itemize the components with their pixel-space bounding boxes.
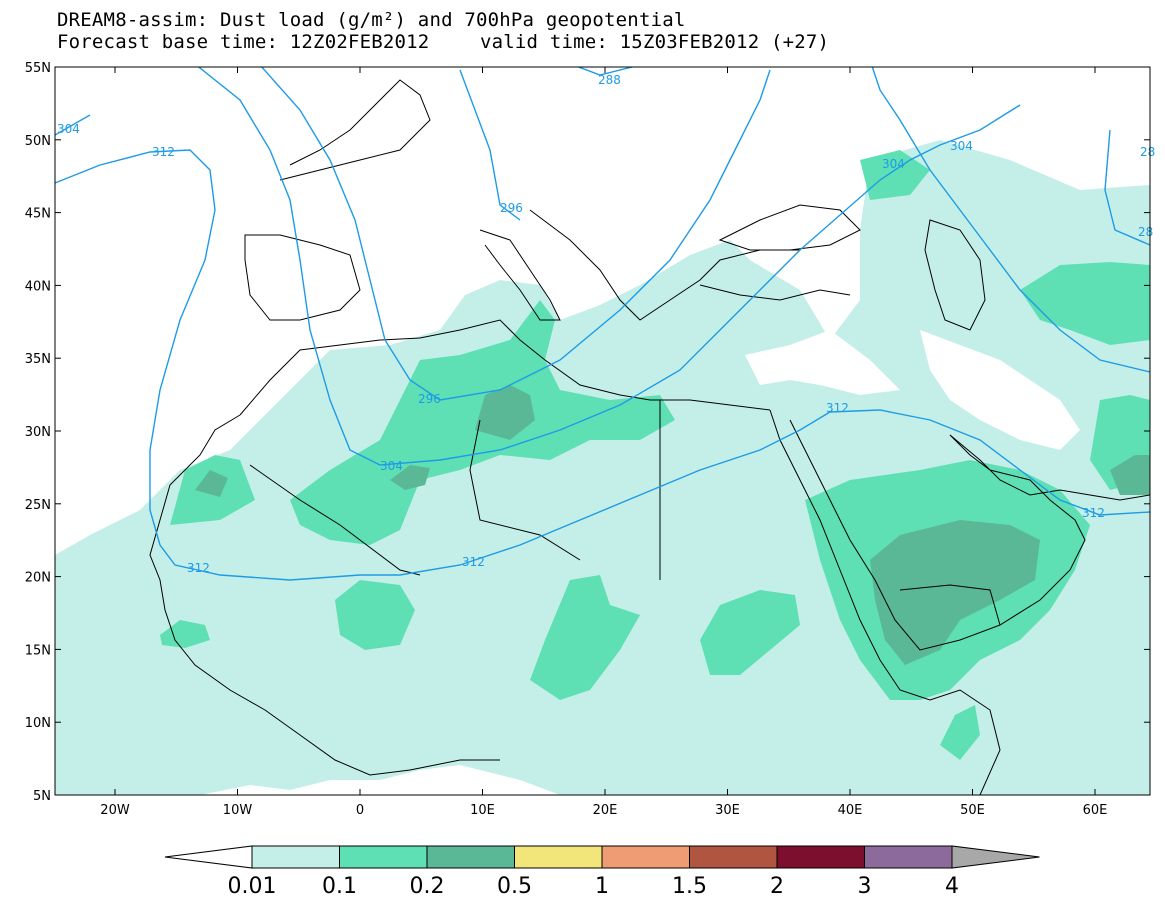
lat-label: 50N xyxy=(25,134,51,149)
colorbar-label: 0.2 xyxy=(410,874,445,899)
lat-label: 10N xyxy=(25,716,51,731)
colorbar-label: 3 xyxy=(858,874,872,899)
dust-region-mid-sudan xyxy=(700,590,800,675)
coast-arabia xyxy=(789,419,1086,651)
lon-label: 20E xyxy=(593,803,618,818)
lat-label: 15N xyxy=(25,643,51,658)
contour-label: 304 xyxy=(57,122,80,136)
contour-28-east xyxy=(1104,129,1150,246)
contour-296 xyxy=(260,67,771,401)
colorbar-label: 1.5 xyxy=(672,874,707,899)
coast-gulf xyxy=(949,434,1150,501)
colorbar-label: 4 xyxy=(945,874,959,899)
colorbar-arrow-low xyxy=(164,845,253,869)
coast-turkey xyxy=(699,284,851,301)
contour-label: 312 xyxy=(187,561,210,575)
lat-label: 40N xyxy=(25,279,51,294)
contour-label: 312 xyxy=(152,145,175,159)
dust-region-high-libya xyxy=(475,385,535,440)
border-arabia xyxy=(899,584,1001,626)
border-sahara-1 xyxy=(249,464,421,576)
contour-label: 312 xyxy=(826,401,849,415)
lat-label: 45N xyxy=(25,207,51,222)
contour-label: 312 xyxy=(1082,506,1105,520)
border-sahara-2 xyxy=(469,419,581,561)
lon-label: 50E xyxy=(960,803,985,818)
clear-region-iran xyxy=(920,330,1080,450)
lat-label: 30N xyxy=(25,425,51,440)
lat-label: 55N xyxy=(25,61,51,76)
valid-time: valid time: 15Z03FEB2012 (+27) xyxy=(480,31,830,53)
dust-region-high-algeria xyxy=(390,465,430,490)
geopotential-contours xyxy=(55,67,1150,581)
colorbar-swatch xyxy=(864,845,953,869)
clear-region-caspian xyxy=(745,330,900,395)
lon-label: 60E xyxy=(1083,803,1108,818)
contour-288 xyxy=(459,67,635,221)
colorbar-arrow-high xyxy=(951,845,1040,869)
longitude-axis: 20W 10W 0 10E 20E 30E 40E 50E 60E xyxy=(100,67,1107,818)
colorbar-label: 0.01 xyxy=(228,874,277,899)
contour-label: 304 xyxy=(950,139,973,153)
dust-region-high-arabia xyxy=(870,520,1040,665)
contour-label: 296 xyxy=(418,392,441,406)
dust-region-high-mauritania xyxy=(195,470,228,497)
dust-region-mid-europe xyxy=(860,150,930,200)
contour-312-west xyxy=(55,149,1150,581)
contour-label: 28 xyxy=(1140,145,1155,159)
contour-label: 304 xyxy=(882,157,905,171)
dust-region-mid-westafrica xyxy=(160,620,210,648)
contour-labels: 288 304 304 312 296 304 312 312 312 296 … xyxy=(57,73,1155,575)
contour-label: 304 xyxy=(380,459,403,473)
colorbar-swatch xyxy=(689,845,778,869)
contour-304-east xyxy=(871,67,1150,373)
coastlines xyxy=(149,79,1150,795)
contour-304 xyxy=(55,67,1021,466)
lon-label: 20W xyxy=(100,803,130,818)
colorbar-swatch xyxy=(339,845,428,869)
dust-region-mid-iran xyxy=(1020,262,1150,345)
lon-label: 10W xyxy=(223,803,253,818)
dust-field xyxy=(55,140,1150,795)
latitude-axis: 55N 50N 45N 40N 35N 30N 25N 20N 15N 10N 5N xyxy=(25,61,1150,804)
colorbar-label: 0.5 xyxy=(497,874,532,899)
lon-label: 10E xyxy=(470,803,495,818)
colorbar-label: 2 xyxy=(770,874,784,899)
coast-africa-west xyxy=(149,414,500,776)
coast-balkans xyxy=(529,209,800,321)
map-title: DREAM8-assim: Dust load (g/m²) and 700hP… xyxy=(57,9,686,31)
coast-africa-north xyxy=(239,319,771,416)
contour-label: 296 xyxy=(500,201,523,215)
forecast-base-time: Forecast base time: 12Z02FEB2012 xyxy=(57,31,430,53)
colorbar-swatch xyxy=(426,845,515,869)
lon-label: 0 xyxy=(356,803,364,818)
lat-label: 35N xyxy=(25,352,51,367)
coast-blacksea xyxy=(718,204,861,251)
colorbar-swatch xyxy=(601,845,690,869)
lon-label: 30E xyxy=(715,803,740,818)
coast-caspian xyxy=(924,219,986,331)
dust-region-mid-chad xyxy=(530,575,640,700)
lat-label: 25N xyxy=(25,498,51,513)
lon-label: 40E xyxy=(838,803,863,818)
coast-italy xyxy=(479,229,561,321)
contour-label: 312 xyxy=(462,555,485,569)
lat-label: 20N xyxy=(25,571,51,586)
dust-region-high-gulf xyxy=(1110,455,1150,495)
colorbar: 0.01 0.1 0.2 0.5 1 1.5 2 3 4 xyxy=(164,845,1040,899)
contour-label: 28 xyxy=(1138,225,1153,239)
dust-region-mid-horn xyxy=(940,705,980,760)
colorbar-swatch xyxy=(776,845,865,869)
lat-label: 5N xyxy=(33,789,51,804)
colorbar-label: 1 xyxy=(595,874,609,899)
colorbar-label: 0.1 xyxy=(322,874,357,899)
colorbar-swatch xyxy=(514,845,603,869)
contour-label: 288 xyxy=(598,73,621,87)
coast-france-uk xyxy=(279,79,431,181)
colorbar-swatch xyxy=(251,845,340,869)
dust-region-mid-sahel xyxy=(335,580,415,650)
coast-iberia xyxy=(244,234,361,321)
coast-redsea xyxy=(769,409,1001,795)
